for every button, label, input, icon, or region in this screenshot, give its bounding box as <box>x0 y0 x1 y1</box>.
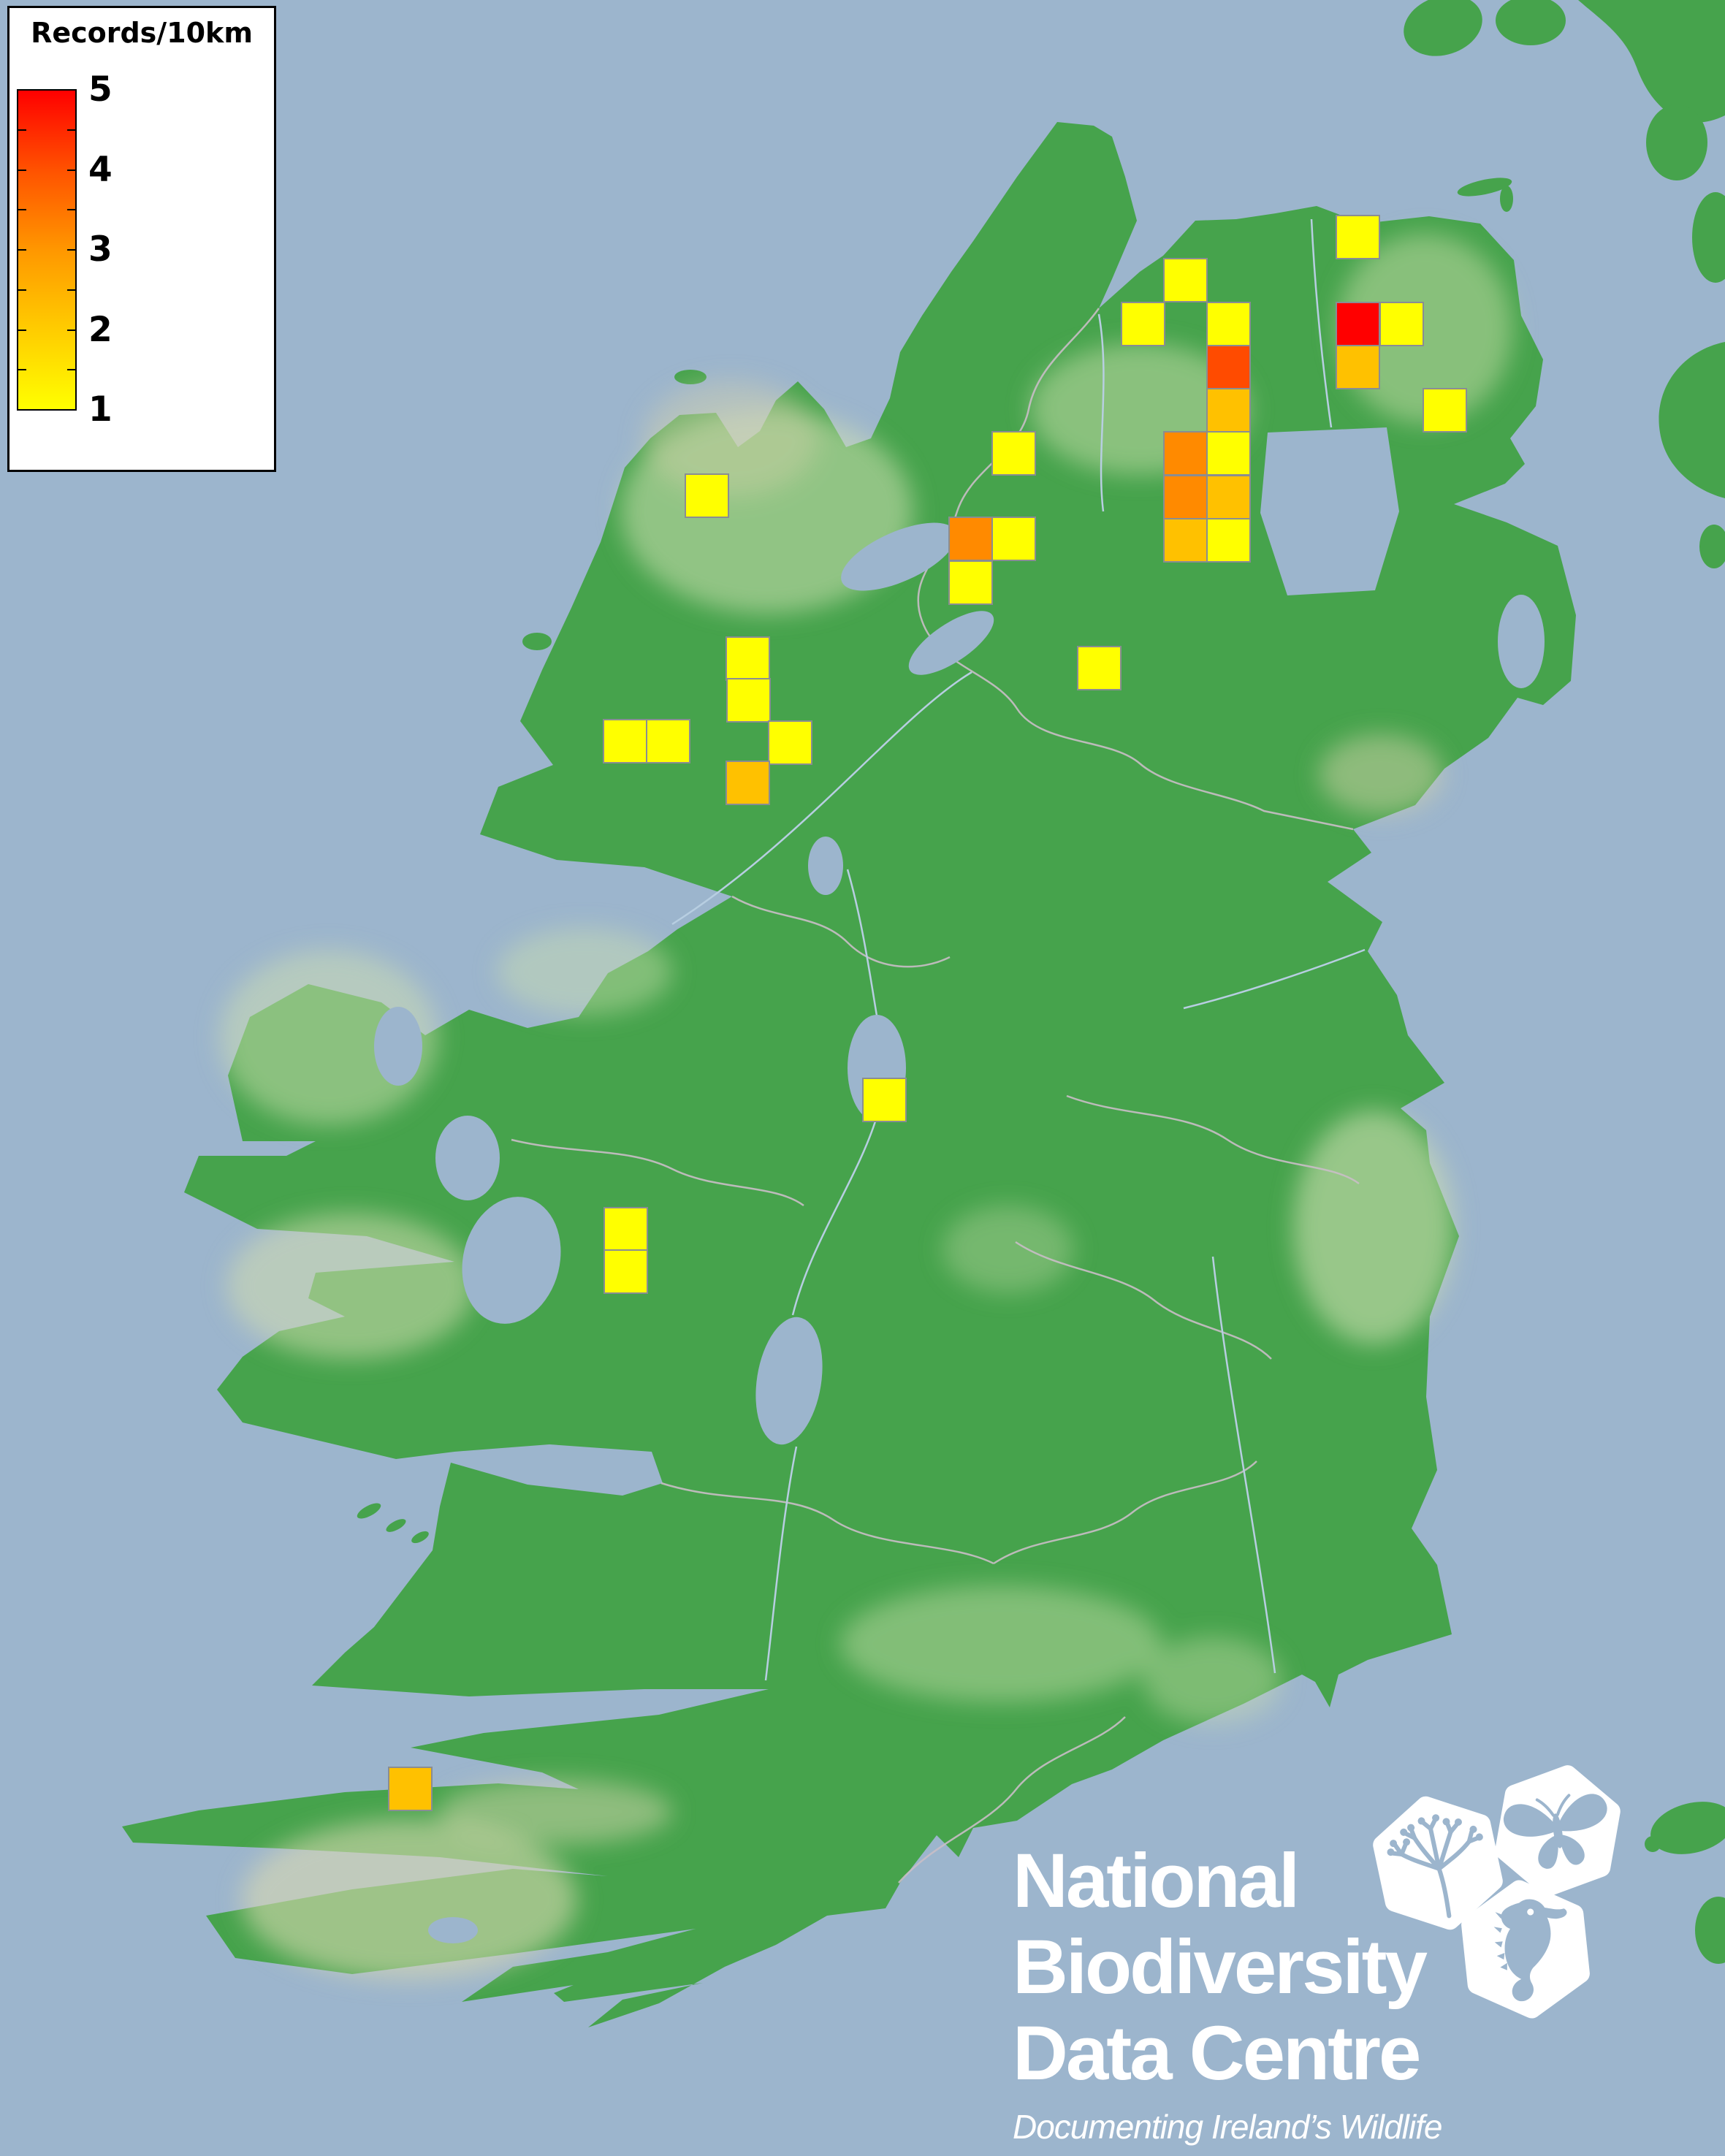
lough-derg <box>755 1317 823 1445</box>
record-square <box>1336 215 1380 259</box>
record-square <box>1206 518 1251 563</box>
record-square <box>388 1767 433 1811</box>
butterfly-hexagon-icon <box>1495 1765 1621 1897</box>
upper-lough-erne <box>908 611 994 675</box>
lower-lough-erne <box>841 522 956 591</box>
record-squares-layer <box>388 215 1467 1811</box>
neighbouring-coasts <box>1404 0 1725 1964</box>
legend-tick-mark <box>67 129 75 131</box>
legend-tick-mark <box>67 209 75 211</box>
legend-tick-mark <box>18 129 26 131</box>
legend-tick-mark <box>67 249 75 251</box>
record-square <box>948 517 993 561</box>
lough-corrib <box>462 1197 561 1324</box>
record-square <box>1206 302 1251 346</box>
aranmore-island <box>522 633 552 650</box>
record-square <box>991 517 1036 561</box>
logo-hexagon-cluster <box>1373 1765 1621 2019</box>
legend-tick-mark <box>18 209 26 211</box>
record-square <box>685 473 729 518</box>
record-square <box>603 1249 648 1294</box>
legend-title: Records/10km <box>31 17 253 49</box>
lakes <box>374 427 1545 1943</box>
record-square <box>726 678 771 723</box>
record-square <box>646 719 690 763</box>
record-square <box>1163 475 1208 519</box>
rivers <box>671 218 1366 1681</box>
legend-value-label: 4 <box>88 149 113 190</box>
legend-tick-mark <box>18 369 26 371</box>
record-square <box>1163 518 1208 563</box>
legend-tick-mark <box>67 169 75 171</box>
legend-tick-mark <box>18 169 26 171</box>
legend-value-label: 5 <box>88 69 113 110</box>
legend-gradient-bar <box>17 89 77 411</box>
legend-value-label: 1 <box>88 389 113 430</box>
record-square <box>1206 345 1251 389</box>
legend-tick-mark <box>18 89 26 91</box>
record-square <box>726 636 770 681</box>
legend-value-label: 2 <box>88 309 113 350</box>
record-square <box>948 560 993 605</box>
record-square <box>603 719 647 763</box>
legend-tick-mark <box>18 409 26 411</box>
logo-line-data-centre: Data Centre <box>1013 2011 1421 2096</box>
lough-neagh <box>1260 427 1399 595</box>
record-square <box>1336 302 1380 346</box>
logo-line-national: National <box>1013 1838 1300 1924</box>
record-square <box>603 1207 648 1252</box>
logo-tagline: Documenting Ireland’s Wildlife <box>1013 2108 1442 2146</box>
logo-line-biodiversity: Biodiversity <box>1013 1924 1428 2010</box>
record-square <box>1163 431 1208 476</box>
plant-umbel-hexagon-icon <box>1373 1796 1503 1930</box>
record-square <box>1206 388 1251 433</box>
aran-islands <box>357 1503 429 1544</box>
record-square <box>1206 475 1251 519</box>
record-square <box>768 720 812 765</box>
tory-island <box>674 370 707 384</box>
killarney-lakes <box>428 1917 478 1943</box>
record-square <box>1206 431 1251 476</box>
legend-tick-mark <box>18 329 26 331</box>
county-boundaries <box>511 308 1360 1883</box>
record-square <box>991 431 1036 476</box>
relief-shading <box>219 234 1512 1980</box>
legend-tick-mark <box>67 289 75 291</box>
rathlin-island <box>1457 178 1513 212</box>
legend-tick-mark <box>67 89 75 91</box>
legend-tick-mark <box>67 409 75 411</box>
legend-tick-mark <box>18 249 26 251</box>
seahorse-hexagon-icon <box>1461 1880 1590 2019</box>
record-square <box>1379 302 1424 346</box>
lough-conn <box>374 1007 422 1086</box>
record-square <box>1423 388 1467 433</box>
record-square <box>1077 646 1122 690</box>
strangford-lough <box>1498 595 1545 688</box>
record-square <box>862 1078 907 1122</box>
legend-box: Records/10km 5 4 3 2 1 <box>7 6 276 472</box>
legend-value-label: 3 <box>88 229 113 270</box>
logo-wordmark: National Biodiversity Data Centre Docume… <box>1013 1838 1442 2147</box>
record-square <box>726 761 770 805</box>
record-square <box>1121 302 1165 346</box>
legend-tick-mark <box>67 329 75 331</box>
lough-mask <box>435 1116 500 1200</box>
record-square <box>1163 258 1208 302</box>
record-square <box>1336 345 1380 389</box>
lough-allen <box>808 837 843 895</box>
legend-tick-mark <box>67 369 75 371</box>
legend-tick-mark <box>18 289 26 291</box>
